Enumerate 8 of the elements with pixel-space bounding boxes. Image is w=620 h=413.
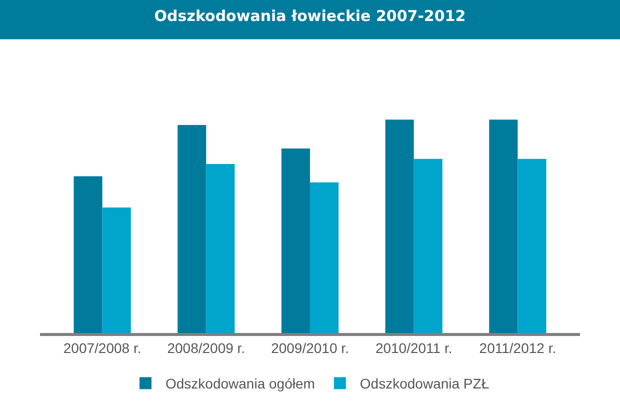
legend-label: Odszkodowania ogółem [166, 376, 315, 392]
x-tick-label: 2010/2011 r. [375, 340, 452, 356]
x-tick-label: 2007/2008 r. [63, 340, 142, 356]
legend-label: Odszkodowania PZŁ [360, 376, 490, 392]
chart-title: Odszkodowania łowieckie 2007-2012 [154, 6, 466, 25]
x-tick-label: 2011/2012 r. [479, 340, 556, 356]
x-tick-label: 2008/2009 r. [167, 340, 246, 356]
x-tick-label: 2009/2010 r. [271, 340, 349, 356]
